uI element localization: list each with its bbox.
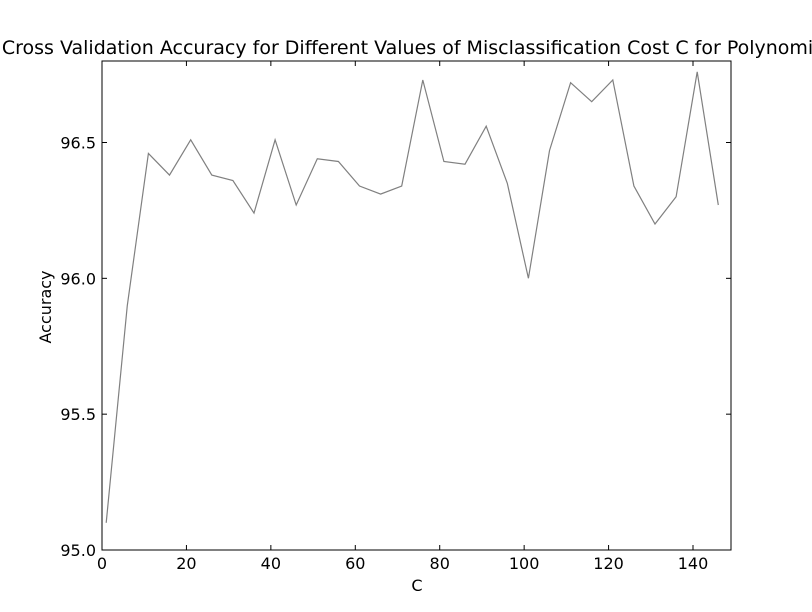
x-tick-label: 100	[509, 554, 540, 573]
x-tick-label: 0	[97, 554, 107, 573]
plot-area: 0 20 40 60 80 100 120 140 95.0 95.5 96.0 96.5	[60, 60, 732, 573]
y-tick-label: 96.0	[60, 269, 96, 288]
x-tick-label: 80	[430, 554, 450, 573]
x-tick-label: 140	[678, 554, 709, 573]
x-tick-label: 40	[261, 554, 281, 573]
y-tick-label: 95.5	[60, 405, 96, 424]
series-line-0	[105, 71, 719, 523]
x-tick-label: 60	[345, 554, 365, 573]
chart-title: Cross Validation Accuracy for Different …	[2, 37, 812, 59]
x-axis-label: C	[411, 576, 422, 595]
y-axis-label: Accuracy	[36, 270, 55, 343]
x-tick-label: 20	[176, 554, 196, 573]
y-tick-label: 95.0	[60, 541, 96, 560]
plot-frame	[101, 60, 732, 551]
x-tick-label: 120	[593, 554, 624, 573]
y-tick-label: 96.5	[60, 134, 96, 153]
